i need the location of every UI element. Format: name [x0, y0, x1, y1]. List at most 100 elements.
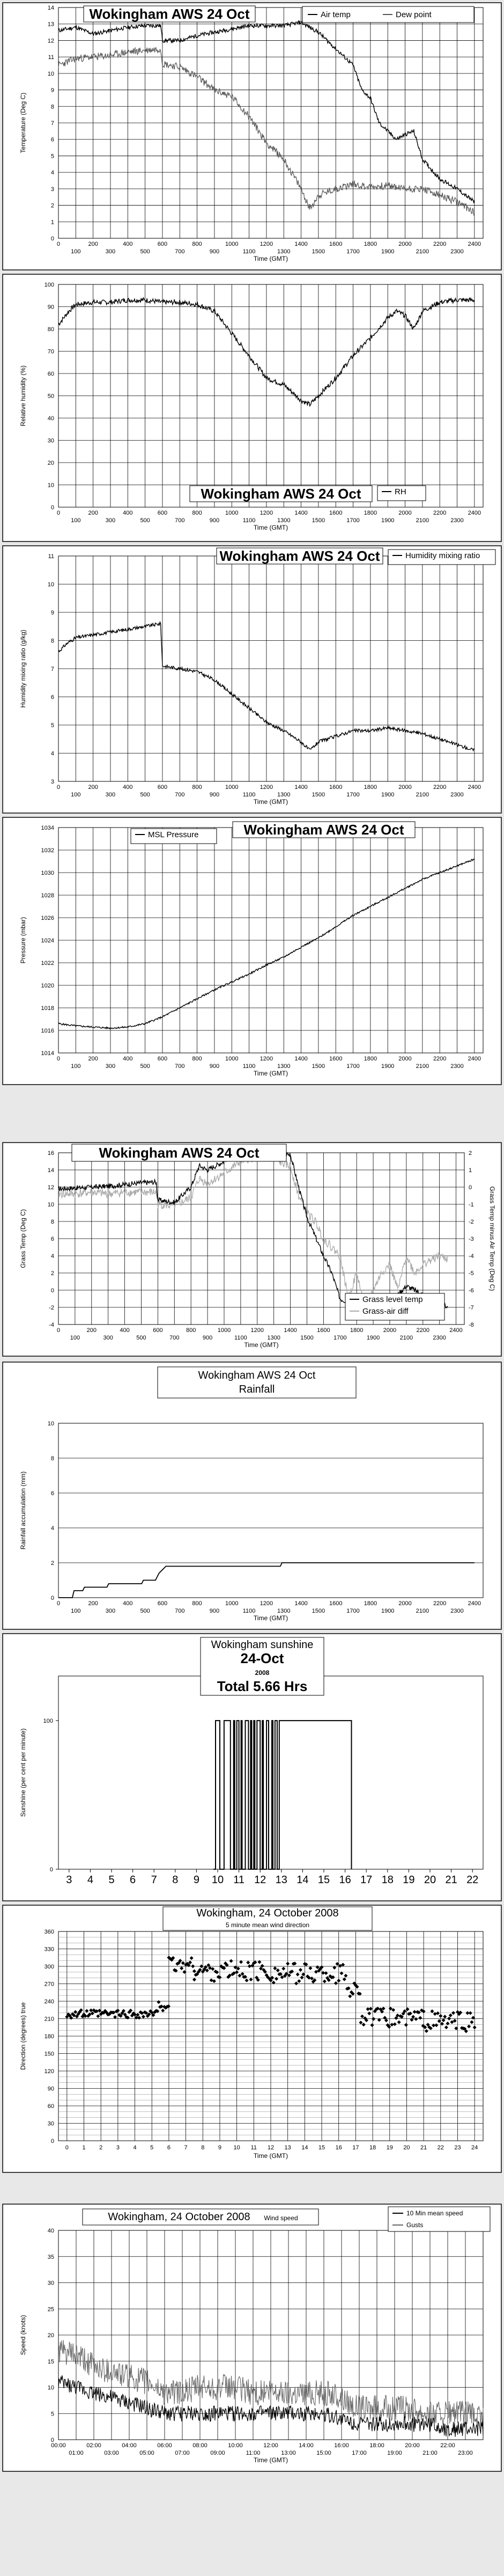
chart-date: 24-Oct: [241, 1650, 284, 1666]
x-axis-label: Time (GMT): [254, 1614, 288, 1622]
y-tick-label: 11: [48, 54, 54, 61]
x-tick-label: 1900: [381, 517, 394, 524]
x-tick-label: 1600: [329, 784, 342, 791]
y-tick-label: 10: [48, 582, 54, 588]
x-tick-label: 12: [254, 1874, 266, 1886]
x-tick-label: 1500: [312, 517, 325, 524]
chart-title: Wokingham sunshine: [211, 1639, 314, 1651]
x-tick-label: 200: [88, 784, 98, 791]
x-tick-label: 500: [140, 517, 150, 524]
y-tick-label: 0: [51, 1287, 54, 1294]
x-axis-label: Time (GMT): [254, 1070, 288, 1077]
direction-point: [182, 1970, 187, 1974]
direction-point: [256, 1978, 260, 1982]
x-tick-label: 2000: [398, 241, 411, 247]
chart-subtitle: 5 minute mean wind direction: [226, 1921, 309, 1929]
direction-point: [280, 1975, 284, 1979]
x-tick-label: 14:00: [299, 2442, 314, 2449]
x-tick-label: 700: [175, 792, 184, 798]
x-tick-label: 400: [123, 241, 132, 247]
x-axis-label: Time (GMT): [254, 2152, 288, 2160]
x-tick-label: 10: [234, 2145, 240, 2151]
direction-point: [113, 2015, 117, 2019]
y-right-tick-label: -1: [469, 1202, 474, 1208]
y-tick-label: 1: [51, 219, 54, 225]
x-axis-label: Time (GMT): [254, 2456, 288, 2464]
x-tick-label: 1500: [300, 1335, 313, 1341]
direction-point: [286, 1962, 290, 1966]
direction-point: [178, 1958, 182, 1963]
x-tick-label: 2400: [449, 1327, 462, 1334]
x-tick-label: 1800: [364, 784, 377, 791]
direction-point: [198, 1967, 202, 1972]
x-tick-label: 9: [218, 2145, 221, 2151]
legend-box: [388, 2206, 491, 2232]
x-tick-label: 2100: [416, 517, 429, 524]
x-tick-label: 1400: [294, 1056, 307, 1062]
x-tick-label: 700: [175, 1608, 184, 1614]
y-tick-label: 40: [48, 415, 54, 422]
x-tick-label: 2200: [417, 1327, 429, 1334]
direction-point: [370, 2023, 374, 2028]
direction-point: [321, 1971, 325, 1975]
y-tick-label: 10: [48, 71, 54, 77]
x-tick-label: 2100: [416, 1063, 429, 1070]
y-tick-label: 40: [48, 2228, 54, 2234]
direction-point: [408, 2011, 412, 2016]
y-right-tick-label: 1: [469, 1167, 472, 1174]
x-tick-label: 1700: [346, 517, 359, 524]
x-tick-label: 600: [158, 510, 167, 516]
x-tick-label: 1300: [277, 792, 290, 798]
direction-point: [367, 2011, 372, 2016]
direction-point: [403, 2009, 407, 2014]
x-tick-label: 300: [106, 248, 115, 255]
y-tick-label: 30: [48, 438, 54, 444]
direction-point: [454, 2026, 458, 2031]
y-tick-label: 14: [48, 5, 54, 11]
legend-label: Grass level temp: [362, 1295, 423, 1304]
y-right-tick-label: -3: [469, 1236, 474, 1242]
chart-title: Wokingham AWS 24 Oct: [243, 822, 404, 838]
y-tick-label: 20: [48, 2332, 54, 2339]
x-tick-label: 1800: [364, 1600, 377, 1607]
x-tick-label: 600: [158, 241, 167, 247]
x-tick-label: 700: [169, 1335, 179, 1341]
x-tick-label: 1200: [260, 1056, 273, 1062]
x-tick-label: 19: [387, 2145, 393, 2151]
x-tick-label: 1600: [329, 1056, 342, 1062]
x-tick-label: 15: [318, 2145, 325, 2151]
direction-point: [421, 2009, 426, 2014]
x-tick-label: 300: [106, 1608, 115, 1614]
pressure-chart: 1014 1016 1018 1020 1022 1024 1026 1028 1030 1032…: [2, 817, 502, 1085]
x-tick-label: 800: [192, 784, 202, 791]
direction-point: [202, 1967, 206, 1972]
y-axis-label: Rainfall accumulation (mm): [19, 1472, 27, 1549]
direction-point: [313, 1978, 317, 1982]
direction-point: [412, 2010, 417, 2014]
y-tick-label: 60: [48, 2103, 54, 2110]
direction-point: [397, 2020, 401, 2024]
y-axis-label: Temperature (Deg C): [19, 93, 27, 153]
y-tick-label: 240: [45, 1999, 54, 2005]
x-tick-label: 2100: [416, 1608, 429, 1614]
x-tick-label: 02:00: [86, 2442, 101, 2449]
x-tick-label: 22: [438, 2145, 444, 2151]
rainfall-line: [58, 1562, 475, 1598]
y-tick-label: 90: [48, 2086, 54, 2092]
x-tick-label: 1100: [243, 517, 256, 524]
x-tick-label: 600: [158, 784, 167, 791]
x-tick-label: 400: [123, 1600, 132, 1607]
chart-title: Wokingham, 24 October 2008: [196, 1907, 338, 1919]
x-tick-label: 1700: [346, 792, 359, 798]
x-tick-label: 01:00: [69, 2450, 84, 2456]
x-tick-label: 2100: [416, 248, 429, 255]
x-tick-label: 23:00: [458, 2450, 473, 2456]
x-tick-label: 1000: [225, 241, 238, 247]
pressure-line: [58, 858, 475, 1030]
x-tick-label: 7: [151, 1874, 157, 1886]
direction-point: [387, 2025, 391, 2029]
x-tick-label: 0: [57, 241, 60, 247]
x-tick-label: 1500: [312, 1063, 325, 1070]
direction-point: [271, 1980, 276, 1985]
